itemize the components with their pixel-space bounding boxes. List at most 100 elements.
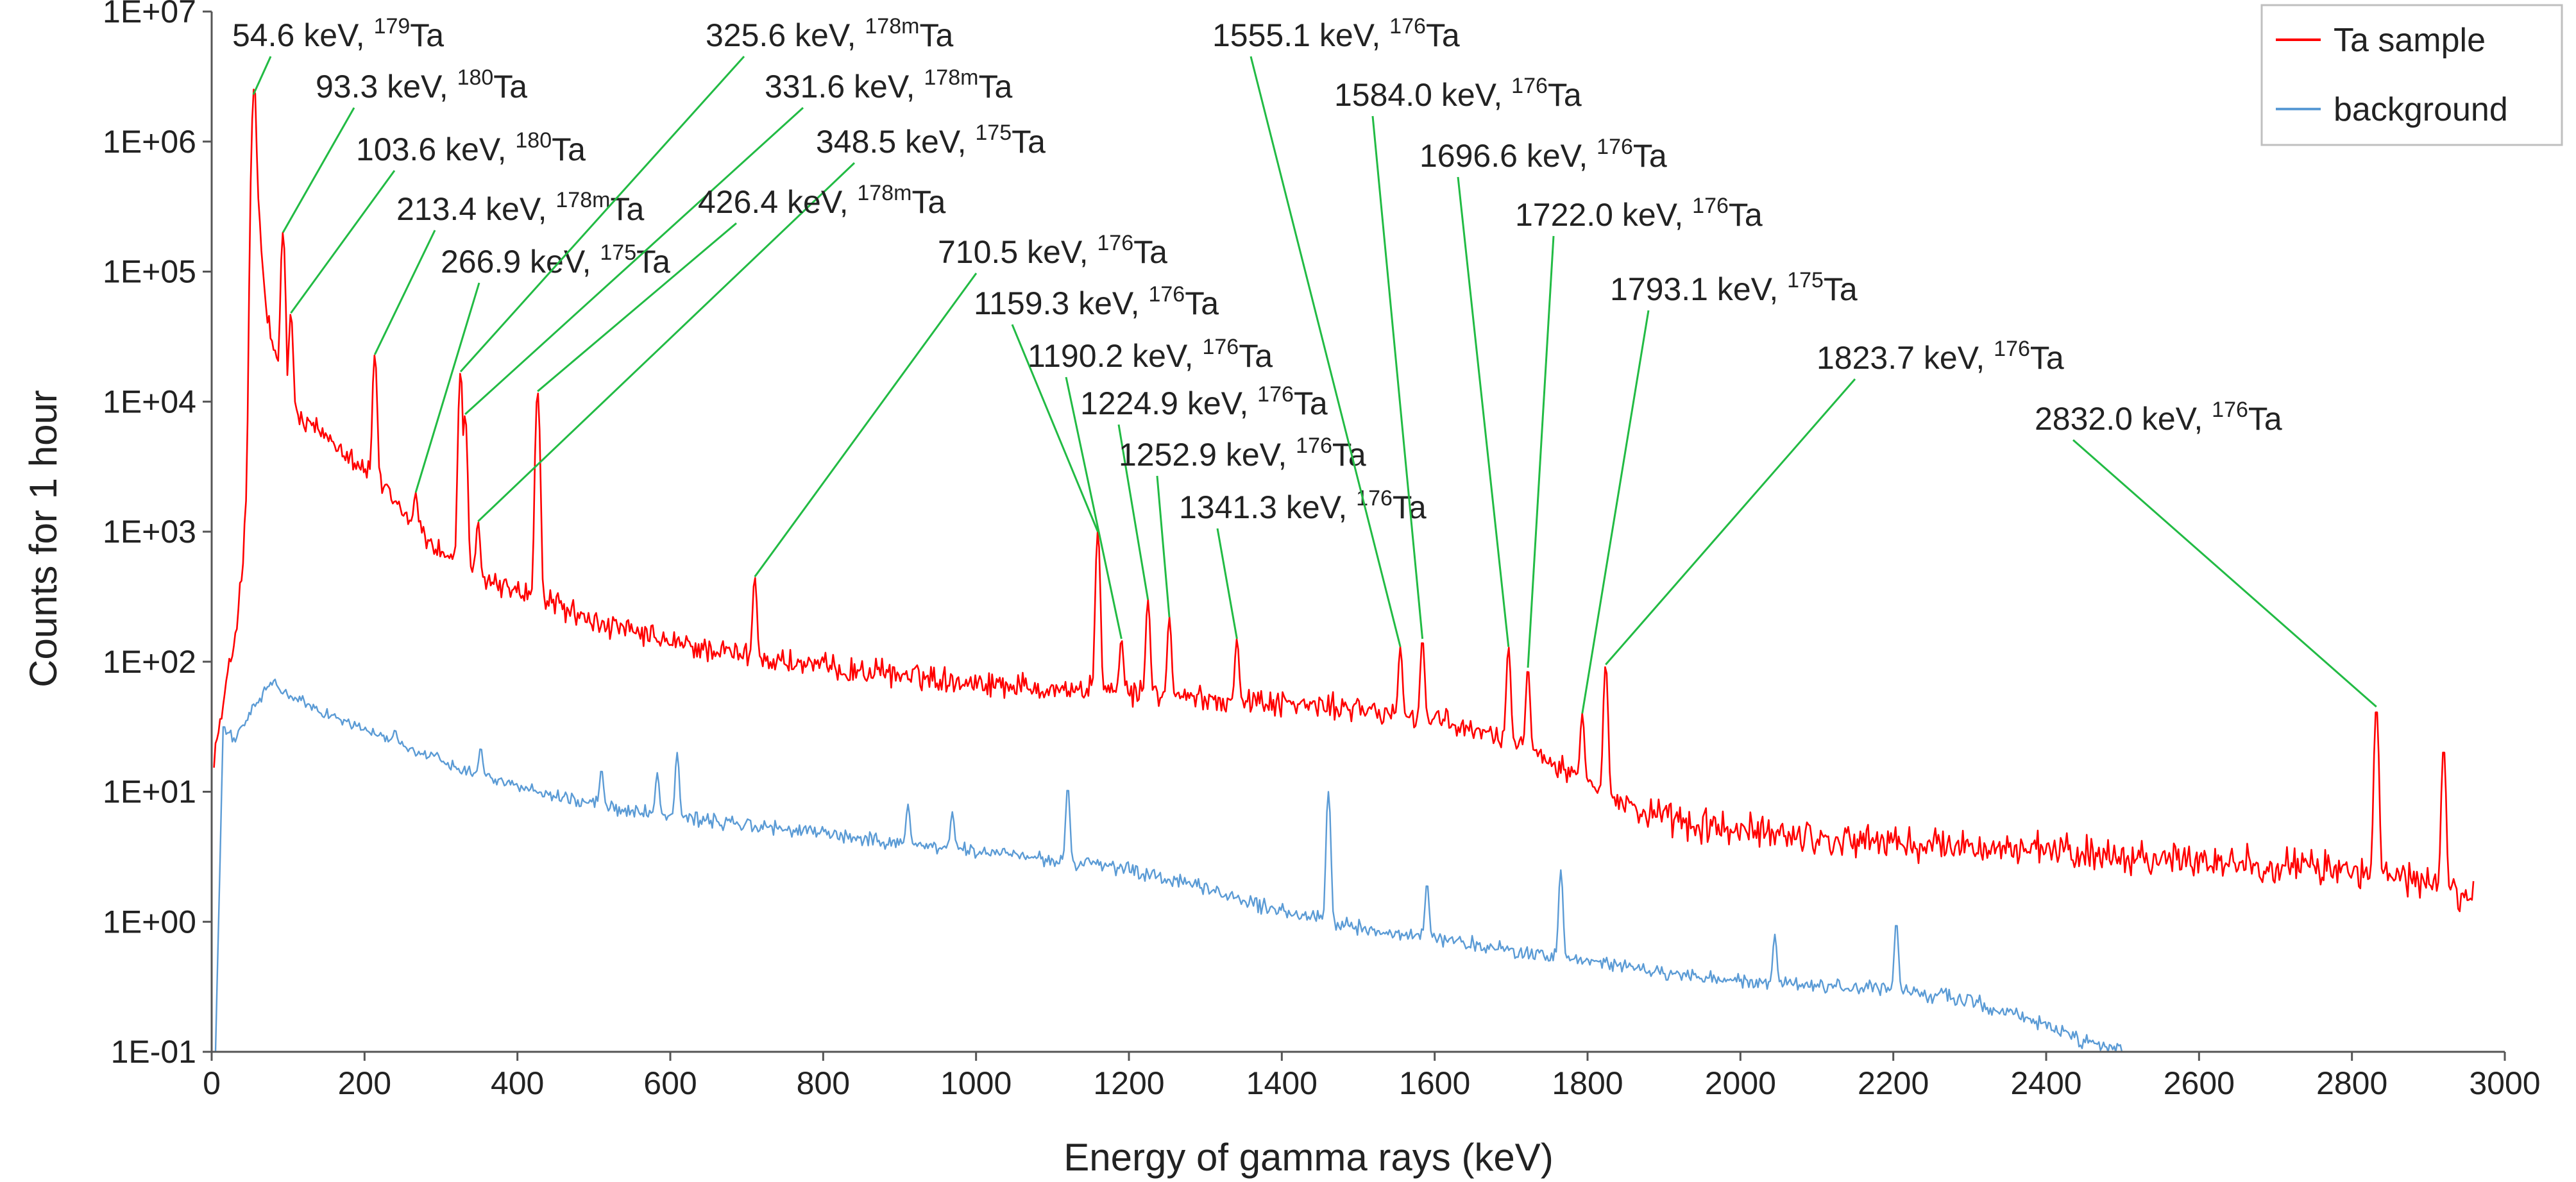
legend-box [2260,4,2563,146]
x-tick-label: 3000 [2469,1065,2540,1101]
peak-mass-number: 176 [1296,434,1332,458]
peak-label: 1793.1 keV, 175Ta [1610,268,1858,307]
peak-nuclide: Ta [919,17,953,53]
peak-annotation-331-6: 331.6 keV, 178m Ta [464,65,1012,416]
peak-annotation-1722-0: 1722.0 keV, 176Ta [1515,194,1763,668]
peak-leader-line [1011,324,1099,532]
peak-mass-number: 176 [1597,135,1633,159]
peak-label: 93.3 keV, 180Ta [316,65,527,105]
peak-annotation-1159-3: 1159.3 keV, 176Ta [974,282,1219,532]
peak-leader-line [1371,115,1424,639]
peak-leader-line [1065,376,1123,639]
series-layer [213,89,2475,1053]
peak-nuclide: Ta [911,184,945,220]
peak-energy: 1584.0 keV, [1334,77,1511,113]
x-tick-label: 2000 [1705,1065,1776,1101]
peak-leader-line [252,56,272,96]
peak-nuclide: Ta [410,17,444,53]
peak-annotation-93-3: 93.3 keV, 180Ta [282,65,527,233]
peak-energy: 1823.7 keV, [1817,340,1994,376]
x-tick-label: 1800 [1552,1065,1623,1101]
peak-leader-line [1605,378,1856,666]
legend-label-background: background [2334,91,2508,128]
peak-leader-line [1156,475,1171,618]
peak-mass-number: 176 [1148,282,1185,307]
peak-mass-number: 180 [457,65,494,90]
peak-nuclide: Ta [1239,338,1273,374]
peak-leader-line [477,162,856,523]
peak-annotation-1793-1: 1793.1 keV, 175Ta [1581,268,1858,714]
x-tick-label: 400 [491,1065,544,1101]
peak-annotation-2832-0: 2832.0 keV, 176Ta [2035,398,2377,708]
peak-annotation-325-6: 325.6 keV, 178mTa [459,14,953,373]
peak-annotation-266-9: 266.9 keV, 175Ta [414,241,670,493]
peak-leader-line [459,55,745,373]
peak-label: 710.5 keV, 176Ta [938,231,1167,270]
peak-label: 1224.9 keV, 176Ta [1080,382,1328,421]
peak-label: 213.4 keV, 178mTa [396,188,644,227]
peak-nuclide: Ta [1729,197,1763,233]
y-tick-label: 1E+00 [103,904,196,940]
peak-leader-line [2072,439,2377,708]
x-tick-label: 200 [338,1065,391,1101]
peak-annotation-348-5: 348.5 keV, 175Ta [477,121,1046,523]
peak-energy: 2832.0 keV, [2035,401,2212,437]
peak-mass-number: 179 [374,14,411,38]
legend: Ta sample background [2260,4,2563,146]
peak-mass-number: 176 [1692,194,1729,218]
peak-leader-line [1581,310,1650,714]
x-tick-label: 1200 [1093,1065,1164,1101]
peak-label: 1159.3 keV, 176Ta [974,282,1219,321]
peak-energy: 331.6 keV, [765,69,924,105]
peak-annotation-1341-3: 1341.3 keV, 176Ta [1179,486,1427,639]
series-line-ta-sample [213,89,2475,913]
peak-leader-line [414,282,480,493]
peak-mass-number: 178m [865,14,919,38]
peak-leader-line [754,273,978,578]
peak-annotation-1555-1: 1555.1 keV, 176Ta [1212,14,1460,648]
peak-leader-line [290,170,396,314]
y-tick-label: 1E+02 [103,644,196,680]
peak-nuclide: Ta [2248,401,2282,437]
peak-mass-number: 175 [1787,268,1824,292]
peak-annotation-1224-9: 1224.9 keV, 176Ta [1080,382,1328,600]
x-tick-label: 2400 [2010,1065,2081,1101]
peak-mass-number: 176 [2212,398,2248,422]
peak-energy: 213.4 keV, [396,191,555,227]
peak-energy: 266.9 keV, [441,244,600,280]
peak-annotation-1823-7: 1823.7 keV, 176Ta [1605,337,2064,666]
peak-leader-line [282,107,355,233]
peak-label: 1584.0 keV, 176Ta [1334,74,1582,113]
peak-annotation-1190-2: 1190.2 keV, 176Ta [1028,335,1273,639]
peak-mass-number: 175 [600,241,636,265]
x-tick-label: 0 [203,1065,221,1101]
x-tick-label: 2800 [2316,1065,2387,1101]
peak-annotation-103-6: 103.6 keV, 180Ta [290,128,586,314]
peak-mass-number: 176 [1097,231,1133,255]
peak-energy: 325.6 keV, [706,17,865,53]
peak-annotation-426-4: 426.4 keV, 178mTa [537,181,945,393]
peak-leader-line [1457,176,1510,647]
peak-nuclide: Ta [610,191,644,227]
peak-label: 348.5 keV, 175Ta [816,121,1046,160]
peak-leader-line [464,106,804,416]
x-tick-label: 1000 [940,1065,1012,1101]
peak-energy: 710.5 keV, [938,234,1097,270]
y-tick-label: 1E+01 [103,774,196,810]
peak-leader-line [1250,56,1402,648]
peak-mass-number: 178m [924,65,978,90]
peak-energy: 54.6 keV, [232,17,374,53]
peak-nuclide: Ta [1633,138,1667,174]
peak-nuclide: Ta [1012,124,1046,160]
peak-label: 1823.7 keV, 176Ta [1817,337,2064,376]
x-tick-label: 2200 [1858,1065,1929,1101]
peak-mass-number: 175 [975,121,1012,145]
peak-annotation-54-6: 54.6 keV, 179Ta [232,14,444,96]
peak-energy: 1224.9 keV, [1080,385,1257,421]
peak-label: 1190.2 keV, 176Ta [1028,335,1273,374]
x-tick-label: 1600 [1399,1065,1470,1101]
peak-nuclide: Ta [493,69,527,105]
